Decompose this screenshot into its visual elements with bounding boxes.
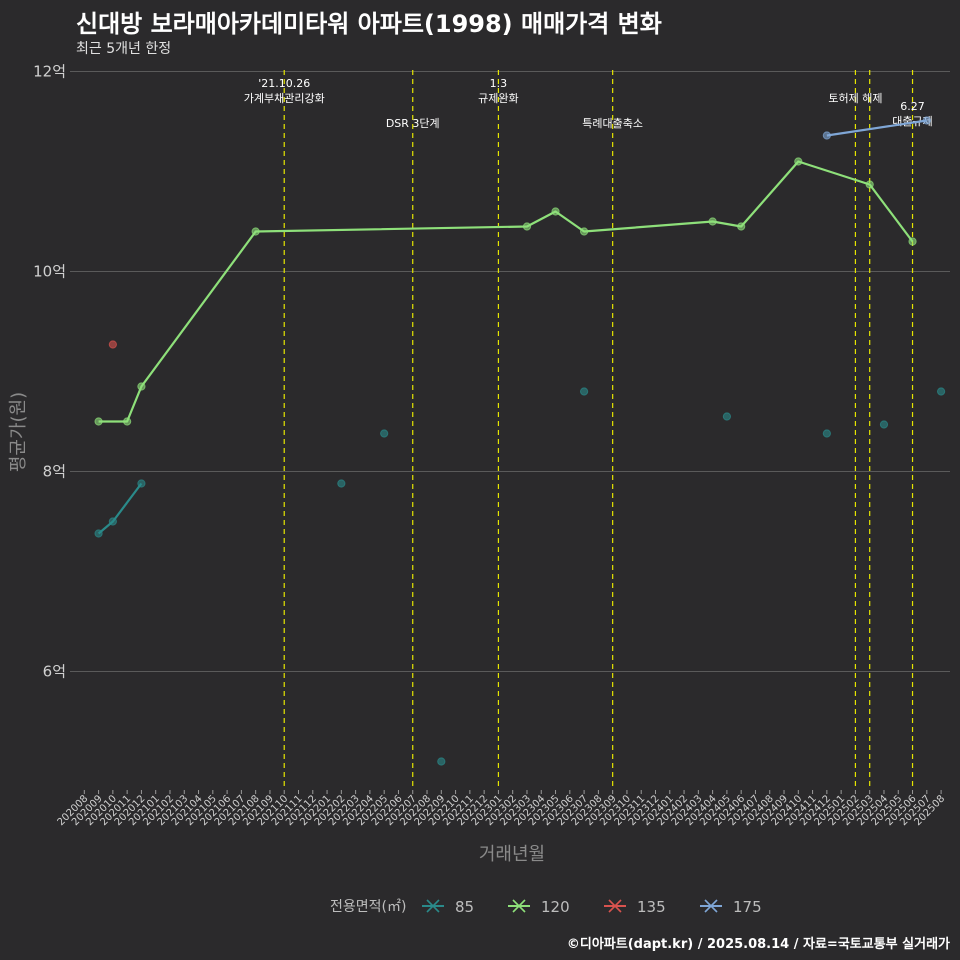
legend-label-120: 120: [541, 898, 570, 916]
legend: 전용면적(㎡) 85 120 135 175: [330, 898, 762, 916]
data-point-120: [522, 222, 532, 231]
data-point-120: [580, 227, 589, 236]
data-point-85: [137, 479, 146, 488]
series-line-120: [98, 160, 914, 423]
legend-key-cross: [512, 899, 526, 913]
legend-key-cross: [704, 899, 718, 913]
legend-key-cross: [608, 899, 622, 913]
x-axis: 2020082020092020102020112020122021012021…: [56, 790, 947, 828]
data-point-120: [794, 157, 803, 166]
data-point-85: [822, 429, 831, 438]
data-point-85: [380, 429, 389, 438]
data-point-85: [94, 529, 103, 538]
legend-title: 전용면적(㎡): [330, 899, 406, 915]
data-point-85: [580, 387, 589, 396]
source-caption: ©디아파트(dapt.kr) / 2025.08.14 / 자료=국토교통부 실…: [566, 937, 950, 952]
policy-annotation: 특례대출축소: [582, 117, 643, 130]
policy-annotation: 6.27: [900, 100, 925, 113]
data-point-175: [922, 116, 931, 125]
y-axis-title: 평균가(원): [8, 392, 29, 472]
grid-lines: [70, 71, 950, 672]
data-point-175: [822, 131, 831, 140]
legend-key-cross: [426, 899, 440, 913]
data-point-85: [879, 420, 889, 429]
data-point-120: [908, 237, 917, 246]
data-point-85: [108, 517, 117, 526]
policy-annotation: 1.3: [490, 77, 508, 90]
y-tick-label: 12억: [33, 63, 66, 81]
data-point-85: [437, 757, 446, 766]
y-axis: 6억 8억 10억 12억: [33, 63, 66, 681]
y-tick-label: 6억: [43, 663, 66, 681]
data-point-85: [937, 387, 946, 396]
policy-annotation: 토허제 해제: [828, 91, 882, 105]
legend-label-175: 175: [733, 898, 762, 916]
chart-subtitle: 최근 5개년 한정: [76, 41, 172, 57]
policy-annotation: DSR 3단계: [386, 117, 440, 130]
policy-annotation: 규제완화: [478, 92, 518, 105]
data-point-85: [337, 479, 346, 488]
data-point-120: [737, 222, 746, 231]
y-tick-label: 10억: [33, 263, 66, 281]
data-point-120: [708, 217, 717, 226]
data-point-120: [137, 382, 146, 391]
data-point-120: [94, 417, 103, 426]
y-tick-label: 8억: [43, 463, 66, 481]
chart-title: 신대방 보라매아카데미타워 아파트(1998) 매매가격 변화: [76, 10, 662, 38]
policy-annotation: '21.10.26: [258, 77, 310, 90]
series-line-175: [826, 119, 927, 137]
legend-label-135: 135: [637, 898, 666, 916]
series-group: [94, 116, 946, 766]
data-point-120: [865, 180, 874, 189]
x-axis-title: 거래년월: [479, 844, 545, 865]
data-point-135: [108, 340, 117, 349]
data-point-120: [551, 207, 560, 216]
data-point-85: [722, 412, 732, 421]
data-point-120: [123, 417, 132, 426]
series-line-85: [97, 482, 143, 535]
data-point-120: [251, 227, 260, 236]
policy-annotation: 가계부채관리강화: [244, 92, 325, 105]
legend-label-85: 85: [455, 898, 474, 916]
